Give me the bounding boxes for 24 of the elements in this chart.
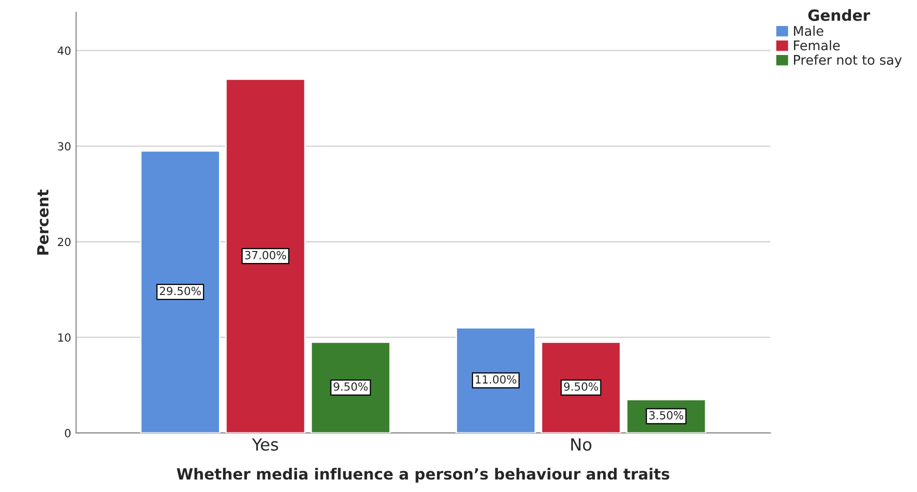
y-tick-label: 40: [58, 46, 71, 55]
bar: [540, 341, 622, 433]
data-label: 9.50%: [564, 382, 598, 391]
x-tick-label: No: [571, 438, 592, 451]
data-label: 11.00%: [476, 375, 516, 384]
y-tick-label: 0: [64, 428, 71, 438]
y-axis-title: Percent: [37, 190, 49, 255]
legend-label: Male: [794, 26, 824, 36]
x-axis-title: Whether media influence a person’s behaviour and traits: [176, 468, 670, 483]
data-label: 29.50%: [160, 286, 201, 296]
y-tick-label: 30: [58, 142, 71, 151]
data-label: 37.00%: [245, 250, 286, 260]
legend-label: Prefer not to say: [794, 54, 902, 68]
y-tick-label: 10: [58, 333, 71, 342]
bar: [225, 78, 306, 433]
x-tick-label: Yes: [252, 438, 278, 451]
legend-label: Female: [794, 40, 840, 50]
data-label: 9.50%: [334, 382, 368, 391]
data-label: 3.50%: [649, 411, 684, 420]
bar: [140, 150, 220, 433]
y-tick-label: 20: [58, 238, 71, 246]
bar: [456, 327, 536, 433]
legend-title: Gender: [808, 9, 870, 21]
bar: [310, 341, 391, 433]
